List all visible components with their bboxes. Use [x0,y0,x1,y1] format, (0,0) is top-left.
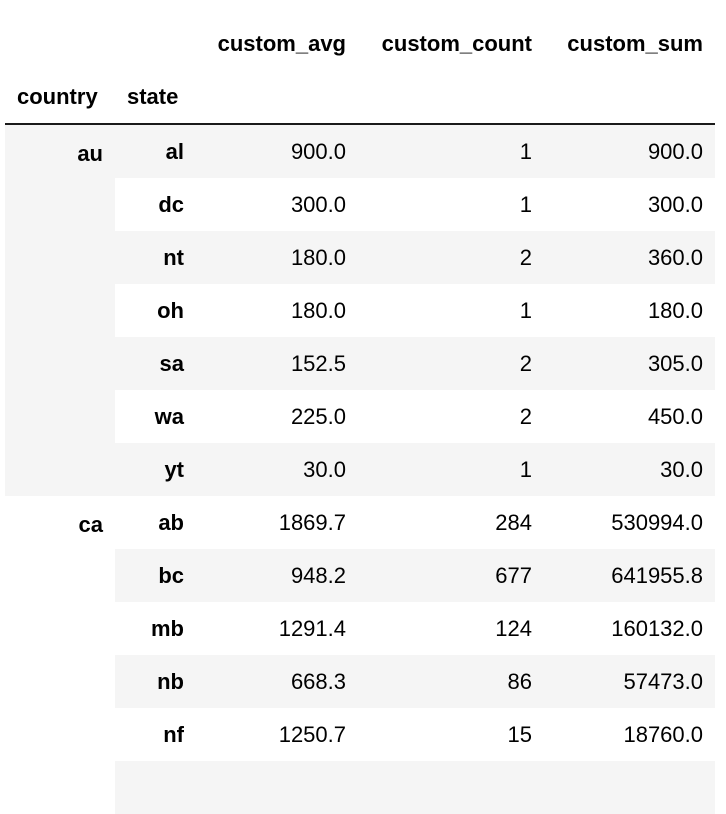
cell-custom-sum: 300.0 [544,178,715,231]
table-row-partial [5,761,715,814]
cell-custom-avg: 1291.4 [196,602,358,655]
table-row: ca ab 1869.7 284 530994.0 [5,496,715,761]
cell-custom-avg: 30.0 [196,443,358,496]
cell-custom-sum: 641955.8 [544,549,715,602]
cell-custom-count: 2 [358,231,544,284]
header-blank [5,17,115,70]
index-name-row: country state [5,70,715,125]
table-header: custom_avg custom_count custom_sum count… [5,17,715,125]
cell-empty [544,761,715,814]
table-row: yt 30.0 1 30.0 [5,443,715,496]
cell-custom-avg: 180.0 [196,231,358,284]
row-index-state: al [115,124,196,178]
header-blank [544,70,715,125]
row-index-state: wa [115,390,196,443]
row-index-state: yt [115,443,196,496]
cell-empty [358,761,544,814]
cell-custom-avg: 1869.7 [196,496,358,549]
cell-custom-count: 2 [358,337,544,390]
dataframe-output: custom_avg custom_count custom_sum count… [5,17,715,814]
cell-custom-count: 677 [358,549,544,602]
header-blank [358,70,544,125]
cell-custom-sum: 530994.0 [544,496,715,549]
cell-custom-avg: 152.5 [196,337,358,390]
cell-custom-count: 1 [358,124,544,178]
cell-custom-avg: 1250.7 [196,708,358,761]
row-index-state: sa [115,337,196,390]
cell-custom-sum: 900.0 [544,124,715,178]
table-row: nt 180.0 2 360.0 [5,231,715,284]
cell-custom-count: 124 [358,602,544,655]
cell-custom-avg: 948.2 [196,549,358,602]
cell-custom-sum: 57473.0 [544,655,715,708]
cell-custom-avg: 225.0 [196,390,358,443]
cell-empty [196,761,358,814]
table-body: au al 900.0 1 900.0 dc 300.0 1 300.0 nt 180.0 2 360.… [5,124,715,814]
table-row: dc 300.0 1 300.0 [5,178,715,231]
row-index-state: nt [115,231,196,284]
cell-custom-sum: 360.0 [544,231,715,284]
row-index-state: nb [115,655,196,708]
row-index-state: bc [115,549,196,602]
table-row: nb 668.3 86 57473.0 [5,655,715,708]
cell-custom-sum: 180.0 [544,284,715,337]
cell-custom-sum: 160132.0 [544,602,715,655]
cell-custom-sum: 30.0 [544,443,715,496]
table-row: oh 180.0 1 180.0 [5,284,715,337]
row-index-state: mb [115,602,196,655]
cell-custom-count: 2 [358,390,544,443]
cell-custom-count: 1 [358,443,544,496]
cell-custom-count: 284 [358,496,544,549]
column-header-custom-sum: custom_sum [544,17,715,70]
cell-custom-count: 1 [358,178,544,231]
cell-custom-avg: 668.3 [196,655,358,708]
table-row: sa 152.5 2 305.0 [5,337,715,390]
row-index-state: ab [115,496,196,549]
column-header-custom-avg: custom_avg [196,17,358,70]
row-index-blank [5,761,115,814]
row-index-state: dc [115,178,196,231]
index-name-state: state [115,70,196,125]
table-row: mb 1291.4 124 160132.0 [5,602,715,655]
row-index-country: ca [5,496,115,761]
table-row: wa 225.0 2 450.0 [5,390,715,443]
row-index-state: nf [115,708,196,761]
header-blank [115,17,196,70]
column-header-row: custom_avg custom_count custom_sum [5,17,715,70]
row-index-state [115,761,196,814]
row-index-country: au [5,124,115,496]
cell-custom-avg: 180.0 [196,284,358,337]
row-index-state: oh [115,284,196,337]
cell-custom-sum: 305.0 [544,337,715,390]
cell-custom-avg: 900.0 [196,124,358,178]
dataframe-table: custom_avg custom_count custom_sum count… [5,17,715,814]
cell-custom-avg: 300.0 [196,178,358,231]
cell-custom-count: 1 [358,284,544,337]
cell-custom-count: 86 [358,655,544,708]
table-row: bc 948.2 677 641955.8 [5,549,715,602]
cell-custom-count: 15 [358,708,544,761]
header-blank [196,70,358,125]
index-name-country: country [5,70,115,125]
column-header-custom-count: custom_count [358,17,544,70]
cell-custom-sum: 18760.0 [544,708,715,761]
table-row: nf 1250.7 15 18760.0 [5,708,715,761]
table-row: au al 900.0 1 900.0 [5,124,715,496]
cell-custom-sum: 450.0 [544,390,715,443]
